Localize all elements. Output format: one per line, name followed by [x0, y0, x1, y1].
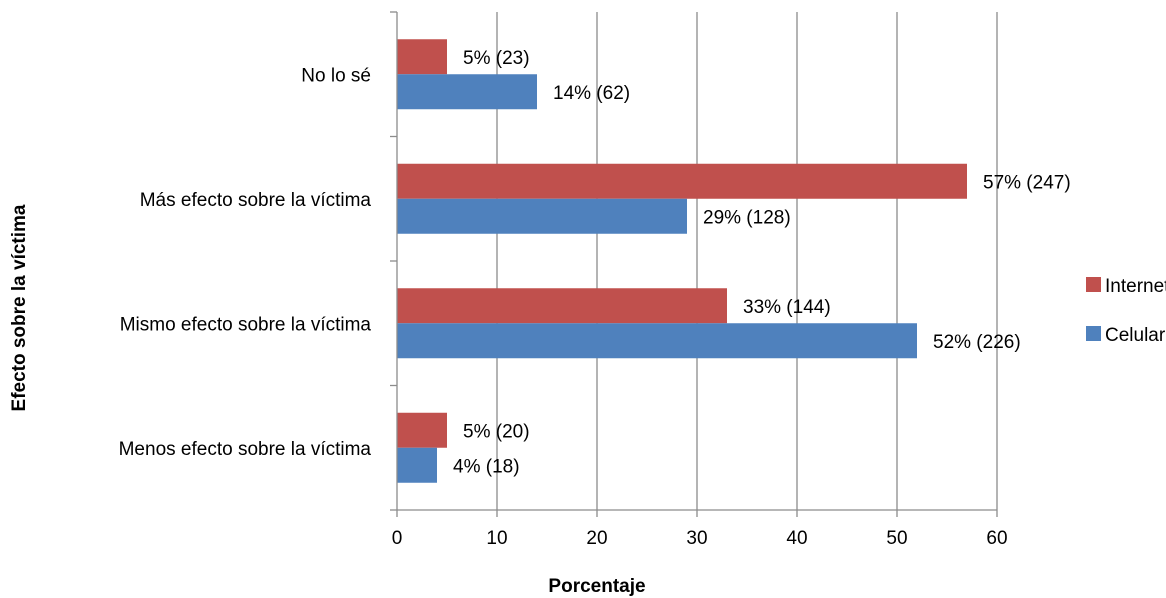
bar-celular: [397, 198, 687, 234]
x-tick-label: 10: [486, 528, 507, 549]
tick-labels: 0 10 20 30 40 50 60: [392, 528, 1008, 549]
bar-internet: [397, 412, 447, 448]
x-tick-label: 60: [986, 528, 1007, 549]
legend-label: Internet: [1105, 276, 1166, 297]
data-label: 4% (18): [453, 456, 520, 477]
x-tick-label: 40: [786, 528, 807, 549]
y-axis-title: Efecto sobre la víctima: [9, 204, 30, 411]
bars: [397, 39, 967, 483]
grid-lines: [496, 12, 998, 510]
data-label: 5% (20): [463, 421, 530, 442]
category-label: Mismo efecto sobre la víctima: [120, 314, 372, 335]
data-label: 5% (23): [463, 48, 530, 69]
data-label: 52% (226): [933, 332, 1021, 353]
data-label: 29% (128): [703, 207, 791, 228]
bar-internet: [397, 288, 727, 324]
bar-celular: [397, 74, 537, 110]
bar-internet: [397, 163, 967, 199]
data-label: 57% (247): [983, 172, 1071, 193]
bar-celular: [397, 447, 437, 483]
x-tick-label: 0: [392, 528, 403, 549]
x-tick-label: 50: [886, 528, 907, 549]
x-tick-label: 20: [586, 528, 607, 549]
category-labels: No lo sé Más efecto sobre la víctima Mismo…: [119, 65, 372, 460]
legend: Internet Celular: [1086, 276, 1166, 346]
legend-swatch-internet: [1086, 277, 1101, 292]
data-labels: 5% (23) 14% (62) 57% (247) 29% (128) 33% (14…: [453, 48, 1071, 478]
category-label: No lo sé: [301, 65, 371, 86]
data-label: 33% (144): [743, 297, 831, 318]
x-tick-label: 30: [686, 528, 707, 549]
legend-label: Celular: [1105, 325, 1166, 346]
data-label: 14% (62): [553, 83, 630, 104]
bar-internet: [397, 39, 447, 75]
x-axis-title: Porcentaje: [548, 576, 645, 597]
legend-swatch-celular: [1086, 326, 1101, 341]
category-label: Más efecto sobre la víctima: [140, 190, 372, 211]
category-label: Menos efecto sobre la víctima: [119, 439, 372, 460]
axes: [390, 11, 998, 517]
bar-celular: [397, 323, 917, 359]
